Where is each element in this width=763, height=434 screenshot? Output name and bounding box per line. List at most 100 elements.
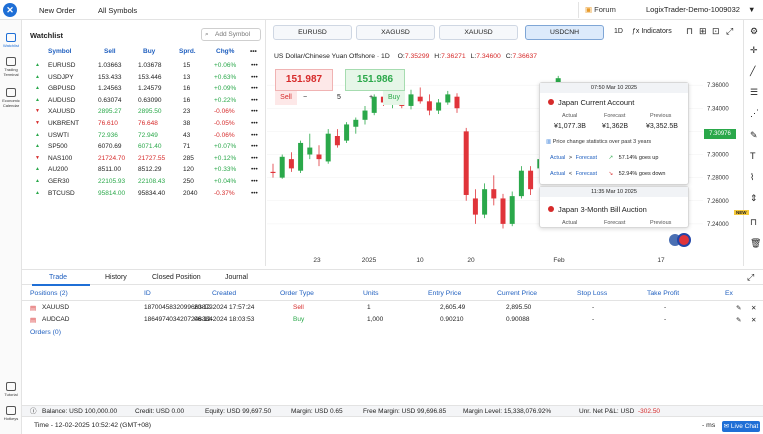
pos-stop-loss: -: [592, 316, 595, 323]
account-selector[interactable]: LogixTrader-Demo-1009032 ▼: [646, 2, 755, 18]
indicators-label: Indicators: [641, 28, 672, 35]
pos-entry: 0.90210: [440, 316, 464, 323]
trash-icon[interactable]: 🗑: [750, 238, 762, 248]
brush-icon[interactable]: ✎: [750, 130, 758, 140]
sidebar-item-hotkeys[interactable]: Hotkeys: [0, 406, 22, 421]
watchlist-row[interactable]: ▼ XAUUSD 2895.27 2895.50 23 -0.06% •••: [22, 106, 266, 118]
tab-trade[interactable]: Trade: [49, 274, 68, 281]
candle-body: [325, 133, 331, 162]
watchlist-row[interactable]: ▲ EURUSD 1.03663 1.03678 15 +0.06% •••: [22, 60, 266, 72]
minus-button[interactable]: −: [303, 94, 308, 101]
orders-header[interactable]: Orders (0): [30, 329, 61, 336]
pattern-icon[interactable]: ⌇: [750, 172, 755, 182]
pos-current: 2,895.50: [506, 304, 532, 311]
lock-icon[interactable]: ⊓: [686, 26, 694, 36]
japan-flag-icon: [548, 99, 554, 105]
sell-price-button[interactable]: 151.987: [275, 69, 333, 91]
account-status-bar: ⓘ Balance: USD 100,000.00 Credit: USD 0.…: [22, 405, 763, 417]
sell-button[interactable]: Sell: [275, 91, 297, 105]
row-more-icon[interactable]: •••: [251, 189, 258, 197]
watchlist-row[interactable]: ▲ AUDUSD 0.63074 0.63090 16 +0.22% •••: [22, 95, 266, 107]
timeframe-selector[interactable]: 1D: [614, 28, 623, 35]
add-symbol-input[interactable]: ⌕ Add Symbol: [201, 28, 261, 41]
positions-header[interactable]: Positions (2): [30, 290, 68, 297]
pos-entry: 2,605.49: [440, 304, 466, 311]
more-icon[interactable]: •••: [250, 48, 257, 55]
indicators-icon: ƒx: [632, 28, 642, 35]
indicators-button[interactable]: ƒx Indicators: [632, 28, 672, 35]
equity: Equity: USD 99,697.50: [205, 408, 272, 415]
tab-closed-position[interactable]: Closed Position: [152, 274, 201, 281]
watchlist-row[interactable]: ▲ GBPUSD 1.24563 1.24579 16 +0.09% •••: [22, 83, 266, 95]
measure-icon[interactable]: ⇕: [750, 193, 758, 203]
settings-icon[interactable]: ⚙: [750, 26, 759, 36]
tab-history[interactable]: History: [105, 274, 127, 281]
watchlist-row[interactable]: ▼ UKBRENT 76.610 76.648 38 -0.05% •••: [22, 118, 266, 130]
col-spread[interactable]: Sprd.: [179, 48, 196, 55]
sidebar-item-tutorial[interactable]: Tutorial: [0, 382, 22, 397]
row-more-icon[interactable]: •••: [251, 178, 258, 185]
live-chat-button[interactable]: ✉ Live Chat: [722, 421, 760, 432]
col-change[interactable]: Chg%: [216, 48, 235, 55]
label-previous: Previous: [650, 113, 672, 119]
buy-button[interactable]: Buy: [383, 91, 405, 105]
layout-grid-icon[interactable]: ⊞: [699, 26, 707, 36]
row-change: -0.37%: [214, 189, 235, 197]
sidebar-label: Watchlist: [2, 43, 20, 48]
trendline-icon[interactable]: ╱: [750, 66, 756, 76]
watchlist-row[interactable]: ▼ NAS100 21724.70 21727.55 285 +0.12% •••: [22, 153, 266, 165]
row-more-icon[interactable]: •••: [251, 85, 258, 93]
col-stop-loss: Stop Loss: [577, 290, 608, 297]
watchlist-row[interactable]: ▲ GER30 22105.93 22108.43 250 +0.04% •••: [22, 176, 266, 188]
row-more-icon[interactable]: •••: [251, 131, 258, 139]
row-more-icon[interactable]: •••: [251, 166, 258, 174]
row-more-icon[interactable]: •••: [251, 62, 258, 69]
sidebar-item-watchlist[interactable]: Watchlist: [0, 33, 22, 48]
all-symbols-menu[interactable]: All Symbols: [98, 6, 138, 15]
row-buy: 76.648: [138, 120, 158, 127]
tab-xagusd[interactable]: XAGUSD: [356, 25, 435, 40]
economic-event-popup[interactable]: 07:50 Mar 10 2025 Japan Current Account …: [539, 82, 689, 185]
edit-icon[interactable]: ✎: [736, 317, 742, 324]
text-icon[interactable]: T: [750, 151, 756, 161]
row-more-icon[interactable]: •••: [251, 143, 258, 151]
flag-marker-icon[interactable]: [669, 232, 693, 248]
row-more-icon[interactable]: •••: [251, 154, 258, 162]
col-sell[interactable]: Sell: [104, 48, 116, 55]
tab-journal[interactable]: Journal: [225, 274, 248, 281]
tab-xauusd[interactable]: XAUUSD: [439, 25, 518, 40]
close-position-icon[interactable]: ✕: [751, 305, 757, 312]
new-order-menu[interactable]: New Order: [39, 6, 76, 15]
tab-eurusd[interactable]: EURUSD: [273, 25, 352, 40]
fibonacci-icon[interactable]: ⋰: [750, 108, 759, 118]
edit-icon[interactable]: ✎: [736, 305, 742, 312]
horizontal-line-icon[interactable]: ☰: [750, 87, 759, 97]
row-more-icon[interactable]: •••: [251, 120, 258, 127]
sidebar-item-trading-terminal[interactable]: Trading Terminal: [0, 57, 22, 77]
watchlist-row[interactable]: ▲ SP500 6070.69 6071.40 71 +0.07% •••: [22, 141, 266, 153]
buy-price-button[interactable]: 151.986: [345, 69, 405, 91]
expand-icon[interactable]: ⤢: [747, 272, 755, 282]
pos-symbol: AUDCAD: [42, 316, 70, 323]
fullscreen-icon[interactable]: ⤢: [726, 26, 734, 36]
close-position-icon[interactable]: ✕: [751, 317, 757, 324]
row-more-icon[interactable]: •••: [251, 96, 258, 104]
watchlist-row[interactable]: ▲ USWTI 72.936 72.949 43 -0.06% •••: [22, 130, 266, 142]
watchlist-row[interactable]: ▲ BTCUSD 95814.00 95834.40 2040 -0.37% •••: [22, 188, 266, 200]
sidebar-item-economic-calendar[interactable]: Economic Calendar: [0, 88, 22, 108]
forum-link[interactable]: ▣ Forum: [578, 2, 622, 18]
row-more-icon[interactable]: •••: [251, 108, 258, 116]
economic-event-popup-2[interactable]: 11:35 Mar 10 2025 Japan 3-Month Bill Auc…: [539, 186, 689, 228]
watchlist-row[interactable]: ▲ AU200 8511.00 8512.29 120 +0.33% •••: [22, 164, 266, 176]
plus-button[interactable]: +: [369, 94, 374, 101]
crosshair-icon[interactable]: ✛: [750, 45, 758, 55]
screenshot-icon[interactable]: ⊡: [712, 26, 720, 36]
x-tick-label: 20: [467, 257, 475, 264]
tab-usdcnh[interactable]: USDCNH: [525, 25, 604, 40]
row-more-icon[interactable]: •••: [251, 73, 258, 81]
col-symbol[interactable]: Symbol: [48, 48, 72, 55]
magnet-icon[interactable]: ⊓: [750, 217, 758, 227]
watchlist-row[interactable]: ▲ USDJPY 153.433 153.446 13 +0.63% •••: [22, 72, 266, 84]
col-buy[interactable]: Buy: [143, 48, 156, 55]
quantity-value[interactable]: 5: [337, 94, 341, 101]
